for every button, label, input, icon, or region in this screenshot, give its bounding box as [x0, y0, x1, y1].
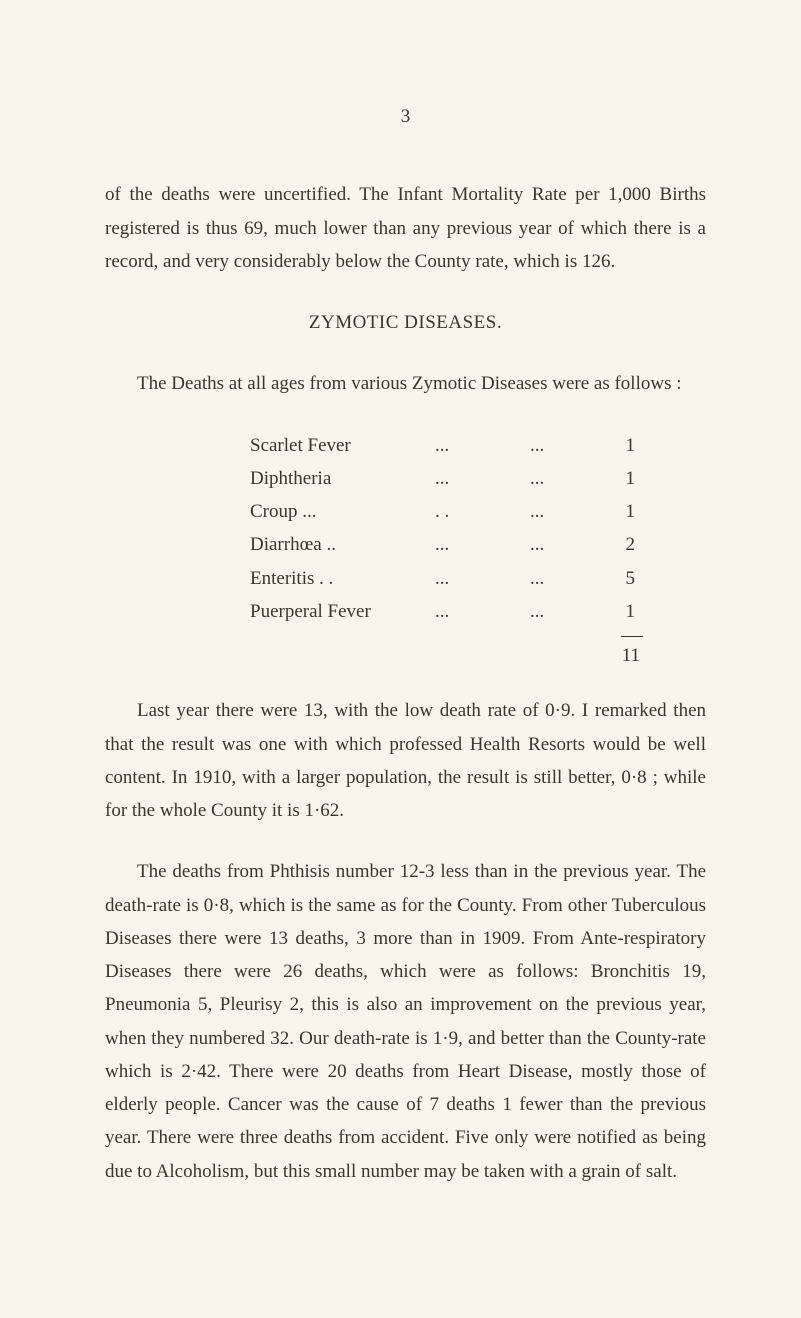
total-value: 11: [610, 639, 640, 672]
leader-dots: ...: [530, 528, 605, 561]
page-number: 3: [105, 100, 706, 133]
disease-value: 1: [605, 595, 635, 628]
leader-dots: ...: [435, 429, 530, 462]
disease-value: 2: [605, 528, 635, 561]
disease-name: Puerperal Fever: [250, 595, 435, 628]
disease-name: Scarlet Fever: [250, 429, 435, 462]
section-title: ZYMOTIC DISEASES.: [105, 306, 706, 339]
paragraph-2: The Deaths at all ages from various Zymo…: [105, 367, 706, 400]
leader-dots: . .: [435, 495, 530, 528]
disease-value: 5: [605, 562, 635, 595]
disease-name: Enteritis . .: [250, 562, 435, 595]
disease-name: Croup ...: [250, 495, 435, 528]
table-row: Enteritis . . ... ... 5: [250, 562, 706, 595]
disease-value: 1: [605, 495, 635, 528]
total-rule: [621, 636, 643, 637]
paragraph-4: The deaths from Phthisis number 12-3 les…: [105, 855, 706, 1188]
disease-value: 1: [605, 429, 635, 462]
disease-name: Diarrhœa ..: [250, 528, 435, 561]
table-row: Puerperal Fever ... ... 1: [250, 595, 706, 628]
leader-dots: ...: [435, 562, 530, 595]
disease-table: Scarlet Fever ... ... 1 Diphtheria ... .…: [250, 429, 706, 629]
leader-dots: ...: [435, 528, 530, 561]
leader-dots: ...: [530, 495, 605, 528]
paragraph-3: Last year there were 13, with the low de…: [105, 694, 706, 827]
table-row: Croup ... . . ... 1: [250, 495, 706, 528]
leader-dots: ...: [530, 462, 605, 495]
leader-dots: ...: [530, 429, 605, 462]
table-row: Diphtheria ... ... 1: [250, 462, 706, 495]
table-row: Diarrhœa .. ... ... 2: [250, 528, 706, 561]
paragraph-1: of the deaths were uncertified. The Infa…: [105, 178, 706, 278]
leader-dots: ...: [435, 462, 530, 495]
disease-name: Diphtheria: [250, 462, 435, 495]
leader-dots: ...: [530, 595, 605, 628]
table-row: Scarlet Fever ... ... 1: [250, 429, 706, 462]
disease-value: 1: [605, 462, 635, 495]
leader-dots: ...: [435, 595, 530, 628]
leader-dots: ...: [530, 562, 605, 595]
